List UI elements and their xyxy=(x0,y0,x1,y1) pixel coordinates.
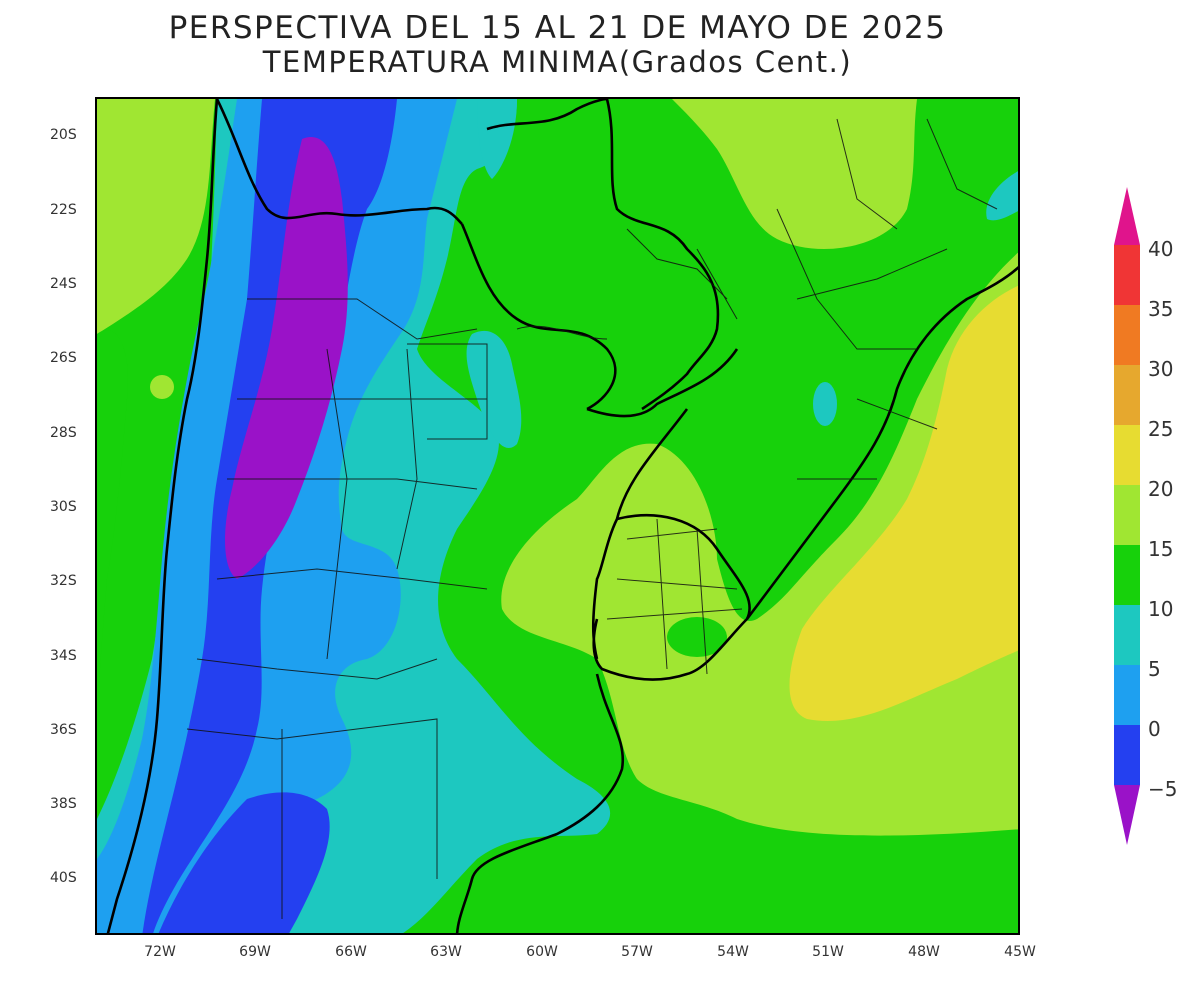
province-borders xyxy=(186,118,998,919)
legend-swatch-above-40 xyxy=(1114,187,1140,245)
legend-label-5: 5 xyxy=(1148,657,1161,681)
zone-5-10-north xyxy=(477,99,517,179)
legend-swatch-15-20 xyxy=(1114,485,1140,545)
legend-swatch-30-35 xyxy=(1114,305,1140,365)
temperature-map xyxy=(95,97,1020,935)
legend-label-15: 15 xyxy=(1148,537,1174,561)
lat-label-30s: 30S xyxy=(50,499,77,515)
zone-20-25-ocean xyxy=(789,285,1018,721)
zone-10-15-uruguay xyxy=(667,617,727,657)
legend-swatch-20-25 xyxy=(1114,425,1140,485)
zone-minus5-0-south xyxy=(158,792,330,933)
lon-label-45w: 45W xyxy=(1004,944,1036,960)
lat-label-32s: 32S xyxy=(50,573,77,589)
lon-label-54w: 54W xyxy=(717,944,749,960)
legend-label-0: 0 xyxy=(1148,717,1161,741)
color-legend xyxy=(1114,187,1140,845)
legend-label-20: 20 xyxy=(1148,477,1174,501)
zone-below-minus5 xyxy=(225,137,348,579)
lat-label-40s: 40S xyxy=(50,870,77,886)
lat-label-34s: 34S xyxy=(50,648,77,664)
lat-label-36s: 36S xyxy=(50,722,77,738)
zone-10-15-pacific xyxy=(97,330,128,739)
legend-label-25: 25 xyxy=(1148,417,1174,441)
legend-label-35: 35 xyxy=(1148,297,1174,321)
lon-label-48w: 48W xyxy=(908,944,940,960)
country-borders xyxy=(106,99,1018,933)
lon-label-63w: 63W xyxy=(430,944,462,960)
title-line-2: TEMPERATURA MINIMA(Grados Cent.) xyxy=(262,45,853,79)
map-title: PERSPECTIVA DEL 15 AL 21 DE MAYO DE 2025… xyxy=(95,10,1020,78)
legend-swatch-0-5 xyxy=(1114,665,1140,725)
lon-label-51w: 51W xyxy=(812,944,844,960)
lon-label-60w: 60W xyxy=(526,944,558,960)
lon-label-69w: 69W xyxy=(239,944,271,960)
legend-label-10: 10 xyxy=(1148,597,1174,621)
zone-15-20-patch xyxy=(150,375,174,399)
lat-label-24s: 24S xyxy=(50,276,77,292)
lon-label-57w: 57W xyxy=(621,944,653,960)
lon-label-66w: 66W xyxy=(335,944,367,960)
zone-15-20-northeast xyxy=(672,99,917,249)
lat-label-28s: 28S xyxy=(50,425,77,441)
lat-label-26s: 26S xyxy=(50,350,77,366)
legend-label-minus5: −5 xyxy=(1148,777,1178,801)
legend-label-40: 40 xyxy=(1148,237,1174,261)
lat-label-22s: 22S xyxy=(50,202,77,218)
lat-label-20s: 20S xyxy=(50,127,77,143)
legend-swatch-below-m5 xyxy=(1114,785,1140,845)
legend-swatch-5-10 xyxy=(1114,605,1140,665)
zone-15-20-northwest xyxy=(97,99,215,334)
lon-label-72w: 72W xyxy=(144,944,176,960)
zone-5-10-chaco xyxy=(466,330,522,448)
title-line-1: PERSPECTIVA DEL 15 AL 21 DE MAYO DE 2025 xyxy=(168,10,947,46)
legend-label-30: 30 xyxy=(1148,357,1174,381)
zone-5-10-patch xyxy=(813,382,837,426)
legend-swatch-35-40 xyxy=(1114,245,1140,305)
lat-label-38s: 38S xyxy=(50,796,77,812)
legend-swatch-25-30 xyxy=(1114,365,1140,425)
legend-swatch-10-15 xyxy=(1114,545,1140,605)
legend-swatch-m5-0 xyxy=(1114,725,1140,785)
